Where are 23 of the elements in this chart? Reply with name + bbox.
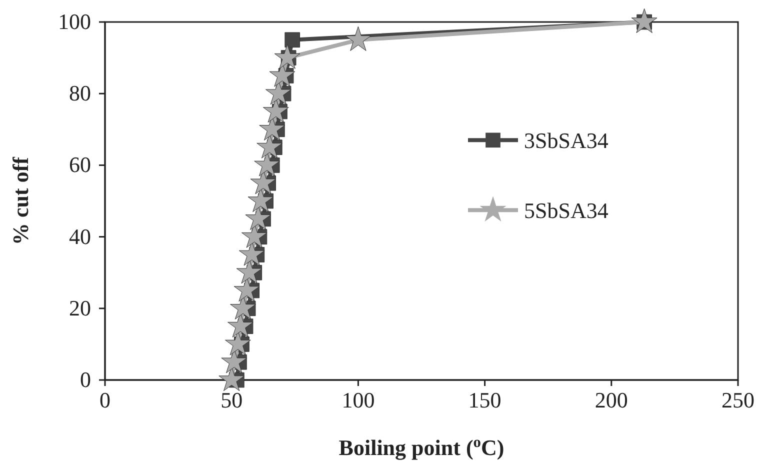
legend-label: 3SbSA34	[524, 128, 608, 153]
x-tick-label: 200	[594, 388, 628, 413]
x-tick-label: 150	[468, 388, 502, 413]
x-axis-title: Boiling point ($^{o}$C)	[338, 434, 504, 460]
y-tick-label: 100	[58, 9, 91, 34]
y-tick-label: 60	[69, 152, 91, 178]
point	[236, 259, 262, 284]
y-tick-label: 20	[69, 295, 91, 320]
x-tick-label: 250	[722, 388, 754, 413]
x-tick-label: 0	[100, 388, 110, 413]
legend-label: 5SbSA34	[524, 198, 608, 223]
y-tick-label: 80	[69, 80, 91, 106]
y-tick-label: 40	[69, 224, 91, 249]
point	[631, 8, 658, 34]
y-axis-title: % cut off	[8, 156, 33, 245]
point	[284, 32, 300, 48]
x-tick-label: 50	[220, 388, 243, 413]
y-tick-label: 0	[80, 367, 91, 392]
x-tick-label: 100	[342, 388, 375, 413]
point	[224, 330, 251, 356]
point	[274, 44, 300, 69]
point	[238, 241, 265, 266]
point	[345, 26, 372, 51]
